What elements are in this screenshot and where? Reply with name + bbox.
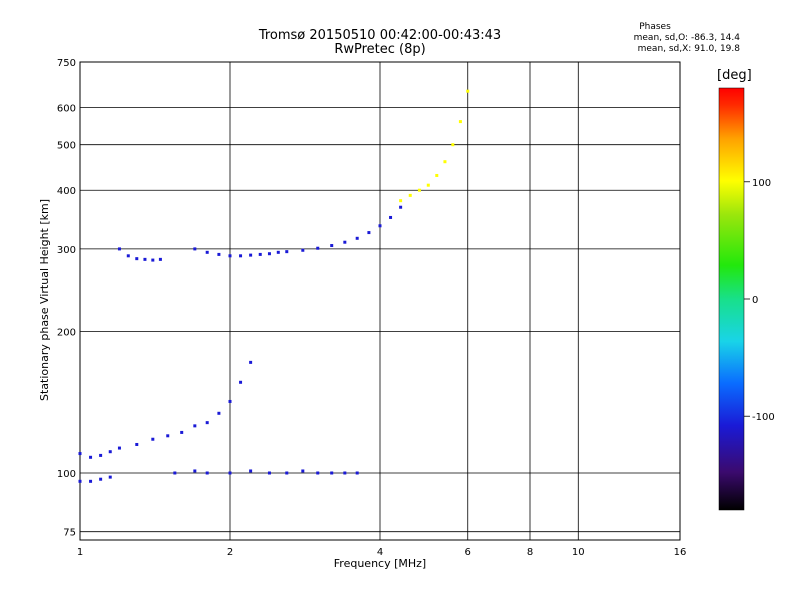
data-point [378, 224, 382, 228]
x-tick-label: 2 [227, 547, 233, 558]
data-point [217, 252, 221, 256]
data-point [367, 231, 371, 235]
data-point [301, 248, 305, 252]
data-point [217, 411, 221, 415]
colorbar-tick-label: 100 [752, 178, 771, 189]
data-point [316, 471, 320, 475]
data-point [78, 452, 82, 456]
data-point [143, 257, 147, 261]
data-point [249, 469, 253, 473]
y-tick-label: 200 [57, 328, 76, 339]
data-point [180, 430, 184, 434]
data-point [239, 254, 243, 258]
x-tick-label: 16 [674, 547, 687, 558]
data-point [108, 450, 112, 454]
x-tick-labels: 1 2 4 6 8 10 16 [77, 547, 687, 558]
x-tick-label: 10 [572, 547, 585, 558]
stats-o-mode: mean, sd,O: -86.3, 14.4 [633, 33, 740, 43]
colorbar [718, 87, 745, 511]
data-point [285, 471, 289, 475]
data-point [301, 469, 305, 473]
data-point [135, 257, 139, 261]
data-point [355, 236, 359, 240]
data-point [228, 471, 232, 475]
data-point [399, 199, 403, 203]
data-point [435, 173, 439, 177]
data-point [451, 143, 455, 147]
data-point [89, 455, 93, 459]
data-point [166, 434, 170, 438]
data-point [99, 477, 103, 481]
y-tick-label: 400 [57, 186, 76, 197]
colorbar-label: [deg] [717, 68, 752, 83]
data-point [205, 471, 209, 475]
data-point [417, 188, 421, 192]
data-point [89, 479, 93, 483]
data-point [78, 479, 82, 483]
data-point [343, 240, 347, 244]
data-point [466, 89, 470, 93]
chart-subtitle: RwPretec (8p) [334, 42, 426, 57]
data-point [228, 254, 232, 258]
data-point [117, 446, 121, 450]
y-tick-label: 300 [57, 245, 76, 256]
data-point [355, 471, 359, 475]
colorbar-tick-label: 0 [752, 295, 758, 306]
data-point [458, 120, 462, 124]
data-point [151, 258, 155, 262]
y-tick-label: 100 [57, 469, 76, 480]
colorbar-ticks: 100 0 -100 [744, 178, 775, 423]
x-tick-label: 8 [527, 547, 533, 558]
data-point [193, 469, 197, 473]
data-point [239, 380, 243, 384]
y-axis-label: Stationary phase Virtual Height [km] [38, 199, 51, 401]
data-point [316, 246, 320, 250]
data-point [173, 471, 177, 475]
data-point [135, 442, 139, 446]
data-point [249, 360, 253, 364]
colorbar-tick-label: -100 [752, 412, 775, 423]
data-point [151, 437, 155, 441]
data-point [193, 247, 197, 251]
data-point [117, 247, 121, 251]
chart-title: Tromsø 20150510 00:42:00-00:43:43 [258, 28, 502, 43]
x-tick-label: 1 [77, 547, 83, 558]
stats-header: Phases [639, 22, 671, 32]
data-point [267, 252, 271, 256]
y-tick-label: 500 [57, 141, 76, 152]
data-point [99, 453, 103, 457]
data-point [389, 215, 393, 219]
data-point [126, 254, 130, 258]
data-point [276, 250, 280, 254]
data-point [228, 399, 232, 403]
data-point [330, 244, 334, 248]
data-point [399, 205, 403, 209]
y-tick-labels: 75 100 200 300 400 500 600 750 [57, 58, 76, 539]
data-point [158, 257, 162, 261]
data-point [205, 250, 209, 254]
data-points [78, 89, 470, 483]
data-point [330, 471, 334, 475]
data-point [443, 160, 447, 164]
x-tick-label: 6 [465, 547, 471, 558]
y-tick-label: 750 [57, 58, 76, 69]
data-point [426, 183, 430, 187]
data-point [267, 471, 271, 475]
data-point [258, 252, 262, 256]
grid-lines [80, 62, 680, 540]
x-axis-label: Frequency [MHz] [334, 557, 426, 570]
stats-x-mode: mean, sd,X: 91.0, 19.8 [637, 44, 740, 54]
data-point [193, 424, 197, 428]
x-tick-label: 4 [377, 547, 383, 558]
y-tick-label: 75 [63, 528, 76, 539]
y-tick-label: 600 [57, 104, 76, 115]
data-point [408, 193, 412, 197]
data-point [343, 471, 347, 475]
data-point [285, 250, 289, 254]
data-point [108, 475, 112, 479]
data-point [205, 421, 209, 425]
data-point [249, 253, 253, 257]
